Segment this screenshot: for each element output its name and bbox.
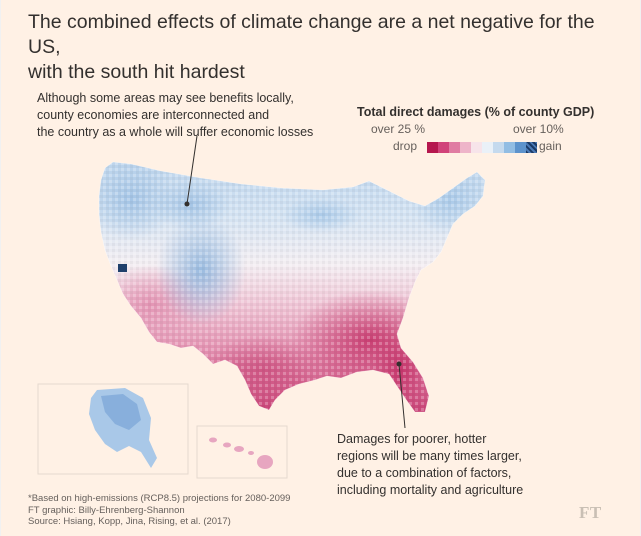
annotation-top-line-3: the country as a whole will suffer econo… [37, 125, 314, 139]
annotation-top-line-1: Although some areas may see benefits loc… [37, 91, 294, 105]
legend-title: Total direct damages (% of county GDP) [357, 105, 595, 119]
note-line-3: Source: Hsiang, Kopp, Jina, Rising, et a… [28, 516, 231, 527]
legend-left-top-label: over 25 % [371, 122, 426, 136]
legend-swatch [482, 142, 493, 153]
alaska-inset-frame [37, 383, 189, 475]
annotation-top: Although some areas may see benefits loc… [37, 90, 327, 141]
legend-swatch [460, 142, 471, 153]
annotation-bottom-line-1: Damages for poorer, hotter [337, 432, 487, 446]
legend-color-scale [427, 142, 537, 153]
annotation-bottom-line-2: regions will be many times larger, [337, 449, 522, 463]
title-line-1: The combined effects of climate change a… [28, 11, 595, 58]
title-line-2: with the south hit hardest [28, 61, 245, 83]
ft-logo: FT [579, 503, 602, 522]
legend-swatch [438, 142, 449, 153]
annotation-bottom-line-3: due to a combination of factors, [337, 466, 512, 480]
hawaii-map [209, 437, 273, 469]
legend-swatch [526, 142, 537, 153]
annotation-top-line-2: county economies are interconnected and [37, 108, 270, 122]
annotation-top-leader [186, 135, 198, 205]
legend-row-bottom: drop gain [357, 134, 597, 153]
legend-swatch [504, 142, 515, 153]
legend-right-bottom-label: gain [539, 139, 562, 153]
high-gain-county [118, 264, 127, 272]
legend-swatch [471, 142, 482, 153]
hawaii-inset-frame [196, 425, 288, 479]
legend-left-bottom-label: drop [393, 139, 418, 153]
legend-swatch [427, 142, 438, 153]
contiguous-us-map [99, 162, 485, 412]
annotation-bottom: Damages for poorer, hotter regions will … [337, 431, 577, 499]
annotation-bottom-line-4: including mortality and agriculture [337, 483, 524, 497]
note-line-1: *Based on high-emissions (RCP8.5) projec… [28, 493, 291, 504]
legend: Total direct damages (% of county GDP) o… [357, 105, 597, 153]
legend-right-top-label: over 10% [513, 122, 564, 136]
note-line-2: FT graphic: Billy-Ehrenberg-Shannon [28, 504, 185, 516]
legend-swatch [493, 142, 504, 153]
legend-swatch [449, 142, 460, 153]
annotation-bottom-leader [398, 363, 406, 429]
chart-title: The combined effects of climate change a… [28, 10, 618, 85]
source-notes: *Based on high-emissions (RCP8.5) projec… [28, 493, 290, 528]
legend-row-top: over 25 % over 10% [357, 119, 597, 136]
legend-swatch [515, 142, 526, 153]
